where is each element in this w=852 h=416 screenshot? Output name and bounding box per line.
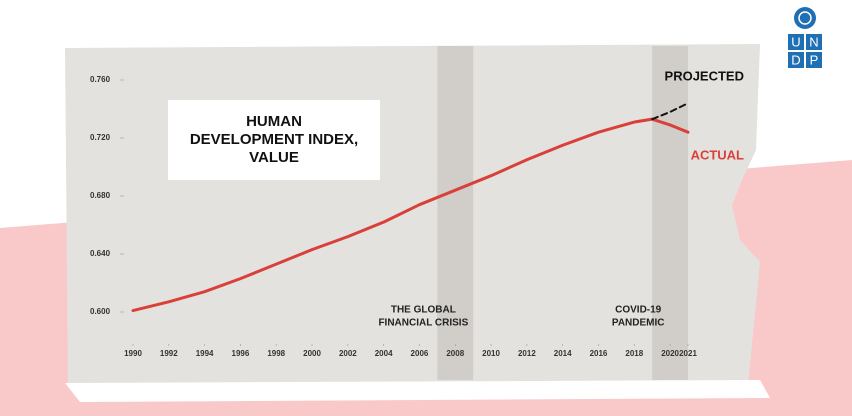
x-tick-label: 1994: [196, 349, 214, 358]
x-tick-label: 2021: [679, 349, 697, 358]
y-tick-label: 0.720: [90, 133, 111, 142]
x-tick-label: 2010: [482, 349, 500, 358]
highlight-label: COVID-19: [615, 305, 662, 316]
logo: U ND P: [788, 7, 822, 68]
logo-emblem: [794, 7, 816, 29]
x-tick-label: 2012: [518, 349, 536, 358]
x-tick-label: 1996: [232, 349, 250, 358]
x-tick-label: 2006: [411, 349, 429, 358]
x-tick-label: 1998: [267, 349, 285, 358]
y-tick-label: 0.760: [90, 75, 111, 84]
logo-cell: [806, 34, 822, 50]
x-tick-label: 2020: [661, 349, 679, 358]
series-label: ACTUAL: [691, 148, 744, 163]
y-tick-label: 0.600: [90, 307, 111, 316]
logo-letter: U: [791, 34, 800, 49]
logo-cell: [806, 52, 822, 68]
highlight-label: PANDEMIC: [612, 318, 665, 329]
x-tick-label: 2004: [375, 349, 393, 358]
series-label: PROJECTED: [665, 69, 744, 84]
logo-cell: [788, 34, 804, 50]
title-box: [168, 100, 380, 180]
chart-title: DEVELOPMENT INDEX,: [190, 131, 358, 148]
chart-title: VALUE: [249, 149, 299, 166]
x-tick-label: 1992: [160, 349, 178, 358]
logo-letter: N: [809, 34, 818, 49]
x-tick-label: 1990: [124, 349, 142, 358]
series-line: [131, 117, 690, 313]
x-tick-label: 2000: [303, 349, 321, 358]
x-tick-label: 2008: [446, 349, 464, 358]
y-tick-label: 0.680: [90, 191, 111, 200]
x-tick-label: 2016: [590, 349, 608, 358]
x-tick-label: 2014: [554, 349, 572, 358]
series-line: [651, 102, 689, 121]
x-tick-label: 2018: [625, 349, 643, 358]
highlight-band: [652, 46, 688, 380]
logo-letter: D: [791, 52, 800, 67]
y-tick-label: 0.640: [90, 249, 111, 258]
chart-title: HUMAN: [246, 113, 302, 130]
highlight-label: THE GLOBAL: [391, 305, 456, 316]
paper-tear: [65, 380, 770, 402]
highlight-band: [437, 46, 474, 380]
logo-letter: P: [810, 52, 819, 67]
logo-globe: [798, 11, 812, 25]
highlight-label: FINANCIAL CRISIS: [378, 318, 468, 329]
logo-cell: [788, 52, 804, 68]
x-tick-label: 2002: [339, 349, 357, 358]
